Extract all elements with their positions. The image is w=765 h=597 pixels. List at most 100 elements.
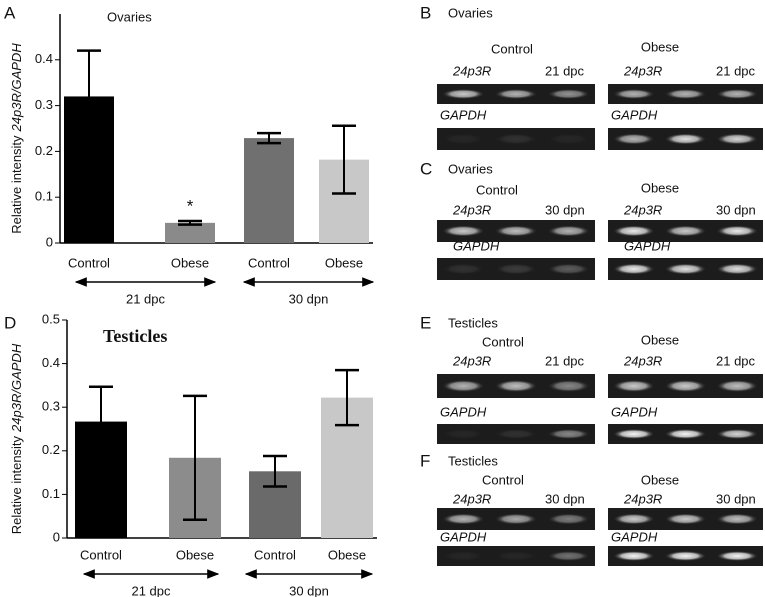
panel-letter: B <box>420 3 431 22</box>
gene-label: 24p3R <box>623 491 662 506</box>
gel-band <box>613 263 655 275</box>
x-tick-label: Obese <box>171 255 209 270</box>
stage-label: 21 dpc <box>716 353 756 368</box>
gene-label: 24p3R <box>623 63 662 78</box>
gel-band <box>664 380 707 392</box>
gel-band <box>494 263 538 275</box>
y-tick-label: 0.1 <box>35 189 53 204</box>
panel-title: Testicles <box>448 315 498 330</box>
x-tick-label: Control <box>254 547 296 562</box>
gel-band <box>494 89 538 99</box>
group-label: 21 dpc <box>126 291 166 306</box>
panel-title: Ovaries <box>448 5 493 20</box>
significance-mark: * <box>187 197 194 216</box>
y-tick-label: 0.4 <box>35 51 53 66</box>
gel-band <box>613 429 655 439</box>
y-tick-label: 0.3 <box>35 97 53 112</box>
gel-band <box>664 133 707 145</box>
bar <box>244 138 294 243</box>
stage-label: 30 dpn <box>545 202 585 217</box>
gel-band <box>442 89 485 99</box>
gel-band <box>613 380 655 392</box>
gel-band <box>547 263 590 275</box>
reference-label: GAPDH <box>453 238 500 253</box>
gel-band <box>547 429 590 439</box>
panel-title: Ovaries <box>448 161 493 176</box>
gel-band <box>494 225 538 237</box>
gel-band <box>716 380 758 392</box>
stage-label: 21 dpc <box>545 353 585 368</box>
gel-header: Control <box>482 472 524 487</box>
panel-letter: C <box>420 159 432 178</box>
gel-band <box>716 513 758 525</box>
gel-band <box>442 263 485 275</box>
reference-label: GAPDH <box>611 404 658 419</box>
panel-title: Testicles <box>448 453 498 468</box>
y-label-text: Relative intensity <box>9 435 24 534</box>
gel-band <box>442 380 485 392</box>
y-tick-label: 0.4 <box>42 355 60 370</box>
y-tick-label: 0.3 <box>42 399 60 414</box>
gel-band <box>547 551 590 561</box>
chart-title: Testicles <box>103 326 167 346</box>
gel-band <box>716 429 758 439</box>
y-tick-label: 0 <box>53 529 60 544</box>
gel-band <box>494 133 538 145</box>
gel-band <box>494 380 538 392</box>
y-tick-label: 0.2 <box>35 143 53 158</box>
y-label-gene: 24p3R/GAPDH <box>9 43 24 133</box>
gel-header: Control <box>482 334 524 349</box>
gel-band <box>716 551 758 561</box>
x-tick-label: Control <box>248 255 290 270</box>
gel-band <box>613 225 655 237</box>
gel-band <box>664 89 707 99</box>
y-axis-label: Relative intensity 24p3R/GAPDH <box>9 343 24 534</box>
gel-band <box>494 513 538 525</box>
gel-header: Obese <box>641 472 679 487</box>
gel-band <box>664 225 707 237</box>
gel-header: Obese <box>641 332 679 347</box>
gel-band <box>442 429 485 439</box>
gel-band <box>547 89 590 99</box>
y-tick-label: 0.5 <box>42 311 60 326</box>
panel-letter: E <box>420 313 431 332</box>
gel-band <box>442 225 485 237</box>
y-axis-label: Relative intensity 24p3R/GAPDH <box>9 43 24 234</box>
gel-header: Obese <box>641 180 679 195</box>
stage-label: 30 dpn <box>545 491 585 506</box>
chart-title: Ovaries <box>107 9 152 24</box>
x-tick-label: Control <box>80 547 122 562</box>
x-tick-label: Obese <box>328 547 366 562</box>
gel-band <box>664 263 707 275</box>
y-label-text: Relative intensity <box>9 135 24 234</box>
gel-band <box>442 513 485 525</box>
stage-label: 30 dpn <box>716 491 756 506</box>
panel-letter: D <box>4 313 16 332</box>
group-label: 21 dpc <box>131 583 171 597</box>
gel-band <box>547 513 590 525</box>
x-tick-label: Control <box>68 255 110 270</box>
reference-label: GAPDH <box>440 107 487 122</box>
gel-band <box>547 380 590 392</box>
y-tick-label: 0.2 <box>42 442 60 457</box>
reference-label: GAPDH <box>624 238 671 253</box>
stage-label: 30 dpn <box>716 202 756 217</box>
reference-label: GAPDH <box>440 529 487 544</box>
gel-header: Control <box>491 41 533 56</box>
gene-label: 24p3R <box>452 353 491 368</box>
y-label-gene: 24p3R/GAPDH <box>9 343 24 433</box>
gel-band <box>613 89 655 99</box>
gel-band <box>494 551 538 561</box>
gel-band <box>442 133 485 145</box>
x-tick-label: Obese <box>176 547 214 562</box>
panel-letter: F <box>420 451 430 470</box>
gel-band <box>442 551 485 561</box>
gel-header: Control <box>476 182 518 197</box>
gel-header: Obese <box>641 39 679 54</box>
gel-band <box>664 513 707 525</box>
group-label: 30 dpn <box>289 583 329 597</box>
x-tick-label: Obese <box>325 255 363 270</box>
gel-band <box>664 429 707 439</box>
gel-band <box>716 133 758 145</box>
